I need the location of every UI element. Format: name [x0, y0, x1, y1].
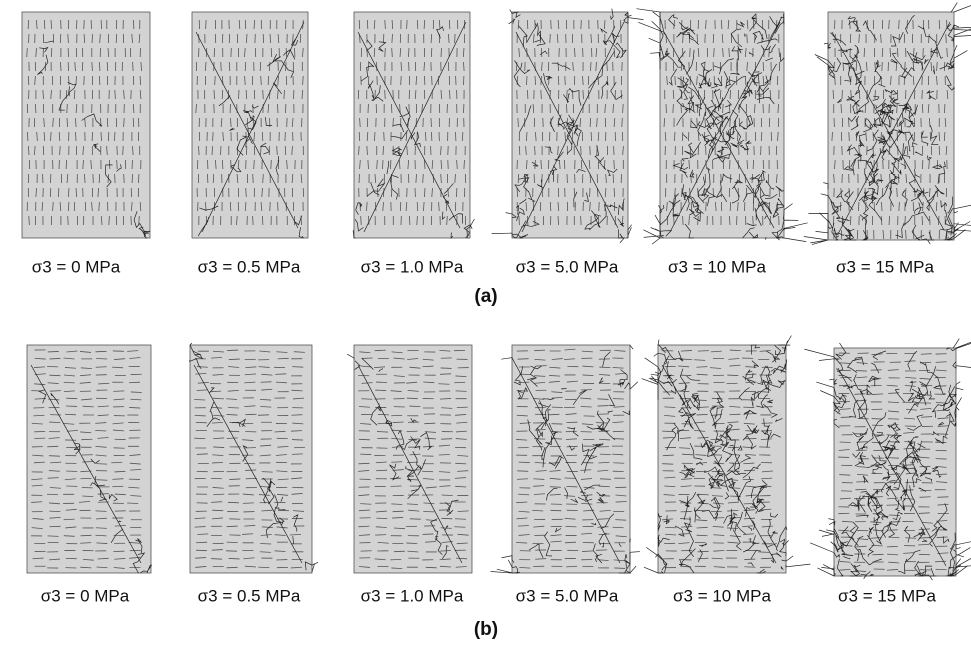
specimen-body: [353, 11, 471, 239]
specimen-body: [353, 344, 473, 574]
specimen-body: [21, 11, 151, 239]
specimen: [188, 342, 319, 574]
condition-label: σ3 = 0 MPa: [32, 257, 121, 276]
specimen-body: [833, 347, 957, 577]
crack-lines: [803, 2, 971, 245]
specimen: [803, 2, 971, 245]
condition-label: σ3 = 5.0 MPa: [516, 257, 619, 276]
condition-label: σ3 = 10 MPa: [673, 586, 771, 605]
condition-label: σ3 = 0 MPa: [41, 586, 130, 605]
specimen-body: [26, 344, 152, 574]
specimen: [491, 8, 644, 244]
specimen: [490, 344, 640, 574]
pre-fracture-dashes: [31, 349, 142, 569]
pre-fracture-dashes: [831, 19, 949, 240]
specimen-body: [191, 11, 309, 239]
specimen: [346, 344, 473, 574]
specimen: [641, 335, 811, 574]
condition-label: σ3 = 0.5 MPa: [198, 257, 301, 276]
crack-lines: [346, 353, 463, 564]
crack-lines: [491, 8, 644, 244]
specimen: [26, 344, 153, 574]
specimen: [636, 8, 808, 245]
crack-lines: [37, 40, 151, 239]
specimen: [21, 11, 151, 239]
specimen-body: [657, 344, 787, 574]
panel-caption: (a): [474, 286, 497, 307]
specimen: [352, 11, 475, 240]
pre-fracture-dashes: [357, 19, 467, 226]
crack-lines: [641, 335, 811, 574]
condition-label: σ3 = 0.5 MPa: [198, 586, 301, 605]
crack-lines: [30, 364, 153, 574]
condition-label: σ3 = 15 MPa: [836, 257, 934, 276]
pre-fracture-dashes: [516, 19, 624, 226]
crack-lines: [195, 21, 305, 239]
condition-label: σ3 = 5.0 MPa: [516, 586, 619, 605]
specimen-body: [189, 344, 313, 574]
crack-lines: [490, 345, 640, 574]
condition-label: σ3 = 15 MPa: [838, 586, 936, 605]
crack-lines: [804, 338, 971, 581]
crack-lines: [352, 21, 475, 240]
specimen: [804, 338, 971, 581]
crack-lines: [188, 342, 319, 572]
pre-fracture-dashes: [663, 19, 781, 226]
panel-caption: (b): [474, 619, 498, 640]
condition-label: σ3 = 1.0 MPa: [361, 257, 464, 276]
condition-label: σ3 = 1.0 MPa: [361, 586, 464, 605]
specimen-body: [511, 344, 631, 574]
crack-lines: [636, 8, 808, 245]
specimen: [191, 11, 309, 239]
condition-label: σ3 = 10 MPa: [668, 257, 766, 276]
pre-fracture-dashes: [195, 19, 305, 226]
